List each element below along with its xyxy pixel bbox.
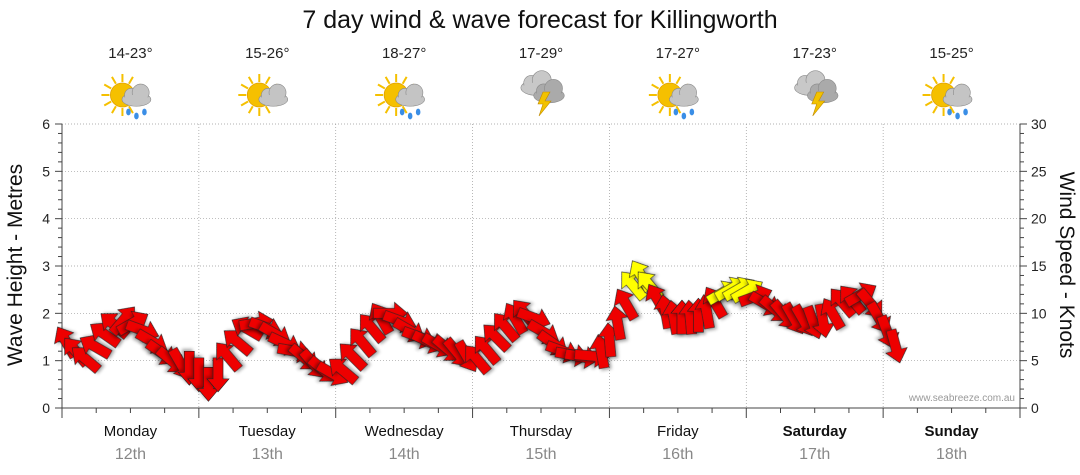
- rain-drop: [963, 109, 968, 116]
- day-temperature: 18-27°: [382, 45, 426, 62]
- sun-ray: [386, 106, 390, 113]
- sun-ray: [266, 77, 270, 84]
- y-right-tick-label: 15: [1031, 258, 1047, 274]
- sun-ray: [652, 102, 659, 106]
- y-left-tick-label: 0: [42, 400, 50, 416]
- day-temperature: 15-25°: [929, 45, 973, 62]
- sun-cloud-rain-icon: [375, 74, 424, 119]
- day-name-label: Friday: [657, 423, 699, 440]
- cloud-fill: [944, 95, 971, 106]
- source-credit: www.seabreeze.com.au: [908, 393, 1015, 404]
- day-temperature: 14-23°: [108, 45, 152, 62]
- sun-ray: [378, 102, 385, 106]
- rain-drop: [126, 109, 131, 116]
- rain-drop: [408, 113, 413, 120]
- sun-ray: [104, 102, 111, 106]
- sun-ray: [652, 85, 659, 89]
- y-left-tick-label: 2: [42, 305, 50, 321]
- sun-ray: [659, 106, 663, 113]
- rain-drop: [416, 109, 421, 116]
- wind-wave-chart: 7 day wind & wave forecast for Killingwo…: [0, 0, 1080, 475]
- y-right-tick-label: 25: [1031, 163, 1047, 179]
- day-date-label: 16th: [662, 446, 693, 463]
- storm-cloud-icon: [521, 71, 564, 116]
- wind-arrows: [48, 255, 910, 401]
- rain-drop: [674, 109, 679, 116]
- cloud-fill: [260, 95, 287, 106]
- day-name-label: Sunday: [924, 423, 979, 440]
- sun-ray: [659, 77, 663, 84]
- sun-ray: [249, 106, 253, 113]
- sun-ray: [950, 77, 954, 84]
- day-name-label: Monday: [104, 423, 158, 440]
- sun-ray: [925, 85, 932, 89]
- y-right-tick-label: 10: [1031, 305, 1047, 321]
- day-date-label: 14th: [389, 446, 420, 463]
- rain-drop: [690, 109, 695, 116]
- day-name-label: Thursday: [510, 423, 573, 440]
- sun-cloud-rain-icon: [101, 74, 150, 119]
- sun-ray: [112, 77, 116, 84]
- rain-drop: [134, 113, 139, 120]
- y-left-tick-label: 5: [42, 163, 50, 179]
- day-date-label: 18th: [936, 446, 967, 463]
- y-left-tick-label: 1: [42, 353, 50, 369]
- sun-ray: [129, 77, 133, 84]
- day-temperature: 17-29°: [519, 45, 563, 62]
- cloud-fill: [397, 95, 424, 106]
- sun-ray: [933, 106, 937, 113]
- sun-ray: [104, 85, 111, 89]
- y-right-tick-label: 20: [1031, 211, 1047, 227]
- sun-ray: [241, 102, 248, 106]
- day-name-label: Saturday: [783, 423, 848, 440]
- rain-drop: [400, 109, 405, 116]
- day-date-label: 17th: [799, 446, 830, 463]
- day-labels: Monday 12th Tuesday 13th Wednesday 14th Thursd…: [104, 423, 980, 463]
- sun-ray: [933, 77, 937, 84]
- rain-drop: [142, 109, 147, 116]
- day-name-label: Tuesday: [239, 423, 296, 440]
- sun-cloud-icon: [238, 74, 287, 116]
- y-right-tick-label: 0: [1031, 400, 1039, 416]
- weather-forecast-row: 14-23° 15-26° 18-27° 17-29° 17-27° 17-23° 15-2…: [101, 45, 973, 119]
- cloud-fill: [670, 95, 697, 106]
- day-temperature: 17-23°: [793, 45, 837, 62]
- chart-title: 7 day wind & wave forecast for Killingwo…: [302, 6, 777, 34]
- sun-ray: [241, 85, 248, 89]
- sun-ray: [249, 77, 253, 84]
- sun-cloud-rain-icon: [649, 74, 698, 119]
- y-right-tick-label: 5: [1031, 353, 1039, 369]
- sun-ray: [112, 106, 116, 113]
- sun-ray: [925, 102, 932, 106]
- sun-ray: [266, 106, 270, 113]
- day-date-label: 15th: [525, 446, 556, 463]
- rain-drop: [955, 113, 960, 120]
- storm-cloud-icon: [795, 71, 838, 116]
- sun-ray: [378, 85, 385, 89]
- y-left-tick-label: 6: [42, 116, 50, 132]
- rain-drop: [947, 109, 952, 116]
- day-temperature: 17-27°: [656, 45, 700, 62]
- y-left-tick-label: 4: [42, 211, 50, 227]
- y-axis-left-label: Wave Height - Metres: [4, 164, 27, 366]
- rain-drop: [682, 113, 687, 120]
- sun-ray: [676, 77, 680, 84]
- sun-ray: [386, 77, 390, 84]
- cloud-fill: [123, 95, 150, 106]
- y-right-tick-label: 30: [1031, 116, 1047, 132]
- day-name-label: Wednesday: [365, 423, 444, 440]
- chart-grid: [62, 124, 1020, 408]
- day-temperature: 15-26°: [245, 45, 289, 62]
- day-date-label: 13th: [252, 446, 283, 463]
- y-axis-right-label: Wind Speed - Knots: [1055, 172, 1078, 359]
- sun-cloud-rain-icon: [923, 74, 972, 119]
- day-date-label: 12th: [115, 446, 146, 463]
- y-left-tick-label: 3: [42, 258, 50, 274]
- sun-ray: [403, 77, 407, 84]
